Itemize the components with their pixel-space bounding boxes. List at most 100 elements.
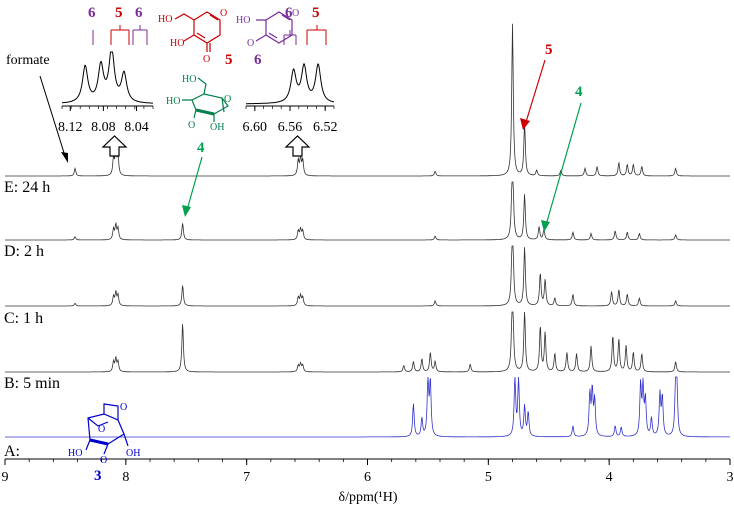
x-axis-ticks: 9 8 7 6 5 4 3 xyxy=(2,459,734,485)
formate-arrow-head xyxy=(61,152,68,163)
structure-4 xyxy=(182,77,229,122)
s4-ho-left: HO xyxy=(166,96,180,107)
bridge-3 xyxy=(87,403,119,427)
arrow-5-line xyxy=(525,59,546,123)
sub-3 xyxy=(85,433,129,455)
structure-5 xyxy=(174,11,221,52)
label-6-structure: 6 xyxy=(254,52,262,68)
x-tick-label: 5 xyxy=(485,470,492,485)
x-tick-label: 8 xyxy=(122,470,129,485)
s5-ho-top: HO xyxy=(158,14,172,25)
arrow-4r-line xyxy=(545,102,582,226)
s4-ho-top: HO xyxy=(182,74,196,85)
open-arrow-left xyxy=(101,135,128,157)
s3-ho: HO xyxy=(68,448,82,459)
series-label-c: C: 1 h xyxy=(4,310,43,327)
s3-o: O xyxy=(100,455,107,466)
formate-label: formate xyxy=(6,53,50,68)
inset-8ppm: 8.12 8.08 8.04 xyxy=(58,51,154,135)
ring-3-bold xyxy=(89,438,109,446)
label-5-b: 5 xyxy=(312,5,320,21)
s4-o-ring: O xyxy=(224,94,231,105)
structure-5-text: HO O HO O xyxy=(158,8,227,65)
spectrum-labels: E: 24 h D: 2 h C: 1 h B: 5 min A: xyxy=(4,179,60,460)
formate-arrow-line xyxy=(39,75,66,157)
arrow-4l-head xyxy=(182,205,191,217)
s5-o: O xyxy=(203,54,210,65)
structure-6 xyxy=(255,11,293,44)
x-tick-label: 3 xyxy=(727,470,734,485)
sub-5 xyxy=(174,13,208,52)
label-6-a: 6 xyxy=(88,5,96,21)
label-3-structure: 3 xyxy=(94,468,102,484)
x-tick-label: 9 xyxy=(2,470,9,485)
inset-right-tick-label: 6.60 xyxy=(243,120,268,135)
spectrum-line-0 xyxy=(5,23,730,177)
inset-right-tick-label: 6.52 xyxy=(313,120,338,135)
label-5-arrow: 5 xyxy=(545,42,553,58)
spectrum-line-3 xyxy=(5,311,730,373)
sub-6 xyxy=(255,19,267,42)
structure-6-text: HO O O xyxy=(236,8,299,49)
arrow-4r-head xyxy=(541,220,550,232)
inset-6.5ppm: 6.60 6.56 6.52 xyxy=(243,62,338,135)
series-label-e: E: 24 h xyxy=(4,179,50,196)
s6-o: O xyxy=(247,38,254,49)
inset-left-tick-label: 8.08 xyxy=(91,120,116,135)
x-axis-title: δ/ppm(¹H) xyxy=(338,490,397,505)
multiplet-trees xyxy=(92,25,327,45)
spectrum-line-2 xyxy=(5,245,730,307)
ring-5-double xyxy=(196,14,219,39)
spectrum-line-4 xyxy=(5,376,730,438)
spectrum-4 xyxy=(5,376,730,438)
spectrum-1 xyxy=(5,181,730,241)
x-tick-label: 7 xyxy=(243,470,250,485)
inset-left-tick-label: 8.12 xyxy=(58,120,83,135)
open-arrow-right xyxy=(284,135,311,157)
tree-5-b xyxy=(306,25,327,45)
spectra-stack xyxy=(5,23,730,438)
x-tick-label: 4 xyxy=(606,470,613,485)
s3-o-top: O xyxy=(120,402,127,413)
series-label-a: A: xyxy=(4,443,20,460)
inset-left-spectrum xyxy=(61,51,153,104)
ring-4-bold xyxy=(195,108,215,116)
spectrum-0 xyxy=(5,23,730,177)
spectrum-2 xyxy=(5,245,730,307)
tree-6-c xyxy=(283,30,297,45)
s5-ho: HO xyxy=(170,38,184,49)
ring-5 xyxy=(193,11,221,44)
x-tick-label: 6 xyxy=(364,470,371,485)
structure-3-text: O O HO O OH xyxy=(68,402,140,466)
structure-4-text: HO HO O OH O xyxy=(166,74,231,133)
label-5-structure: 5 xyxy=(225,52,233,68)
sub-4 xyxy=(182,77,225,122)
inset-right-tick-label: 6.56 xyxy=(278,120,303,135)
inset-left-tick-label: 8.04 xyxy=(124,120,149,135)
label-5-a: 5 xyxy=(115,5,123,21)
s5-o-ring: O xyxy=(220,8,227,19)
arrow-5-head xyxy=(520,118,530,130)
label-6-c: 6 xyxy=(285,5,293,21)
spectrum-3 xyxy=(5,311,730,373)
ring-6-double xyxy=(268,14,291,39)
s4-oh: OH xyxy=(210,122,224,133)
label-4-arrow-right: 4 xyxy=(575,84,583,100)
s3-o-ring: O xyxy=(98,424,105,435)
arrow-4l-line xyxy=(186,156,203,211)
tree-6-b xyxy=(132,25,148,45)
label-4-under-structure: 4 xyxy=(197,140,205,156)
tree-5-a xyxy=(110,25,130,45)
multiplet-labels: 6 5 6 6 5 xyxy=(88,5,320,21)
inset-right-spectrum xyxy=(246,62,335,105)
s4-o: O xyxy=(188,120,195,131)
series-label-d: D: 2 h xyxy=(4,243,44,260)
x-axis: 9 8 7 6 5 4 3 δ/ppm(¹H) xyxy=(2,458,734,505)
structure-3 xyxy=(85,403,129,455)
series-label-b: B: 5 min xyxy=(4,375,60,392)
label-6-b: 6 xyxy=(135,5,143,21)
s6-ho: HO xyxy=(236,15,250,26)
s3-oh: OH xyxy=(126,448,140,459)
spectrum-line-1 xyxy=(5,181,730,241)
